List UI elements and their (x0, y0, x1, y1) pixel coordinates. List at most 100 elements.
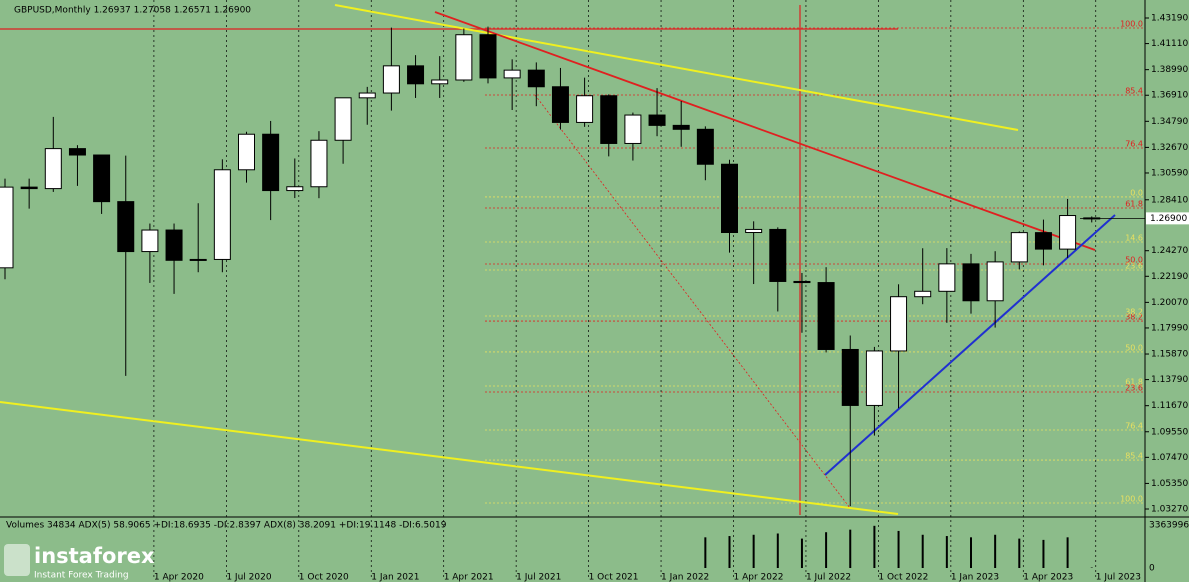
trend-line (334, 4, 1019, 131)
candle-body (68, 148, 86, 156)
fib-label: 38.2 (1125, 308, 1143, 317)
candle-body (817, 282, 835, 350)
fib-label: 85.4 (1125, 86, 1143, 95)
candle-body (696, 128, 714, 165)
y-tick-label: 1.36910 (1151, 91, 1188, 101)
candle-body (890, 296, 908, 352)
x-tick-label: 1 Oct 2022 (878, 573, 928, 582)
x-tick-label: 1 Apr 2021 (444, 573, 494, 582)
candle-body (0, 186, 14, 269)
y-tick-label: 1.20070 (1151, 298, 1188, 308)
x-tick-label: 1 Jul 2023 (1096, 573, 1141, 582)
candle-body (141, 229, 159, 253)
y-tick-label: 1.11670 (1151, 401, 1188, 411)
candle-body (793, 280, 811, 284)
candle-body (721, 163, 738, 234)
candle-body (213, 169, 231, 260)
x-tick-label: 1 Jul 2022 (806, 573, 851, 582)
x-tick-label: 1 Jan 2021 (371, 573, 419, 582)
candle-body (624, 114, 642, 144)
candle-body (358, 92, 376, 99)
y-tick-label: 1.22190 (1151, 272, 1188, 282)
fib-label: 100.0 (1120, 494, 1143, 503)
x-tick-label: 1 Jan 2023 (951, 573, 999, 582)
candle-body (189, 258, 207, 261)
candle-body (1059, 215, 1077, 250)
watermark-brand: instaforex (34, 544, 155, 568)
x-tick-label: 1 Jan 2022 (661, 573, 709, 582)
x-tick-label: 1 Jul 2021 (516, 573, 561, 582)
candle-body (865, 350, 883, 406)
volume-title: Volumes 34834 ADX(5) 58.9065 +DI:18.6935… (6, 521, 447, 531)
y-tick-label: 1.43190 (1151, 14, 1188, 24)
candle-body (334, 97, 352, 141)
candle-body (20, 186, 38, 190)
y-tick-label: 1.32670 (1151, 143, 1188, 153)
y-tick-label: 1.15870 (1151, 350, 1188, 360)
x-tick-label: 1 Apr 2023 (1023, 573, 1073, 582)
candle-body (262, 133, 280, 192)
candle-body (117, 201, 135, 253)
volume-tick-label: 3363996 (1149, 521, 1189, 531)
candle-body (44, 148, 62, 190)
watermark-tagline: Instant Forex Trading (34, 571, 129, 581)
volume-tick-label: 0 (1149, 564, 1155, 574)
candle-body (938, 263, 956, 292)
fib-label: 85.4 (1125, 452, 1143, 461)
y-tick-label: 1.30590 (1151, 168, 1188, 178)
x-tick-label: 1 Apr 2020 (154, 573, 204, 582)
fib-label: 23.6 (1125, 384, 1143, 393)
y-tick-label: 1.09550 (1151, 427, 1188, 437)
candle-body (286, 186, 304, 192)
y-tick-label: 1.28410 (1151, 195, 1188, 205)
candle-body (165, 229, 183, 261)
y-tick-label: 1.05350 (1151, 479, 1188, 489)
fib-label: 50.0 (1125, 255, 1143, 264)
x-tick-label: 1 Jul 2020 (226, 573, 271, 582)
chart-title: GBPUSD,Monthly 1.26937 1.27058 1.26571 1… (14, 6, 251, 16)
fib-label: 38.2 (1125, 313, 1143, 322)
fib-label: 0.0 (1130, 188, 1143, 197)
candle-body (1034, 232, 1052, 250)
x-tick-label: 1 Oct 2021 (589, 573, 639, 582)
candle-body (672, 124, 690, 130)
candle-body (769, 228, 787, 282)
candle-body (431, 79, 449, 85)
logo-icon (4, 544, 30, 576)
candle-body (93, 154, 111, 203)
x-tick-label: 1 Apr 2022 (734, 573, 784, 582)
y-tick-label: 1.07470 (1151, 453, 1188, 463)
last-price-box (1146, 212, 1189, 225)
y-tick-label: 1.24270 (1151, 246, 1188, 256)
candle-body (551, 86, 569, 123)
candle-body (986, 261, 1004, 302)
fib-label: 14.6 (1125, 233, 1143, 242)
candle-body (310, 139, 328, 188)
y-tick-label: 1.13790 (1151, 375, 1188, 385)
candle-body (238, 133, 255, 171)
candle-body (745, 228, 763, 234)
y-tick-label: 1.38990 (1151, 65, 1188, 75)
trend-line (434, 11, 1096, 251)
last-price-label: 1.26900 (1150, 214, 1187, 224)
y-tick-label: 1.03270 (1151, 505, 1188, 515)
fib-label: 61.8 (1125, 200, 1143, 209)
candle-body (576, 95, 594, 123)
candle-body (962, 263, 980, 302)
fib-label: 76.4 (1125, 422, 1143, 431)
fib-label: 100.0 (1120, 19, 1143, 28)
candle-body (841, 348, 859, 406)
trend-line (0, 401, 899, 515)
y-tick-label: 1.41110 (1151, 39, 1188, 49)
candle-body (503, 69, 521, 79)
y-tick-label: 1.17990 (1151, 323, 1188, 333)
candle-body (479, 34, 497, 79)
candle-body (914, 290, 932, 298)
x-tick-label: 1 Oct 2020 (299, 573, 349, 582)
candle-body (1010, 232, 1028, 263)
fib-label: 76.4 (1125, 140, 1143, 149)
candle-body (455, 34, 473, 81)
candle-body (648, 114, 666, 126)
fib-label: 23.6 (1125, 262, 1143, 271)
